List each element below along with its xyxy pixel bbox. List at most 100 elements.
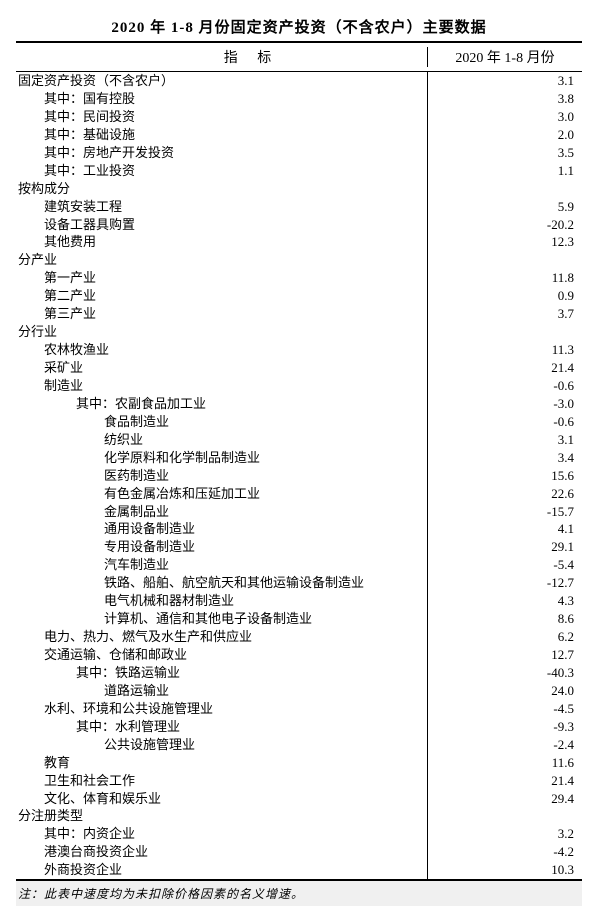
table-row: 其他费用12.3: [16, 233, 582, 251]
row-label: 第二产业: [16, 287, 427, 305]
footnote: 注：此表中速度均为未扣除价格因素的名义增速。: [16, 881, 582, 906]
table-row: 有色金属冶炼和压延加工业22.6: [16, 485, 582, 503]
table-row: 卫生和社会工作21.4: [16, 772, 582, 790]
row-label: 制造业: [16, 377, 427, 395]
row-value: 10.3: [427, 861, 582, 879]
table-row: 第三产业3.7: [16, 305, 582, 323]
row-label: 其中：基础设施: [16, 126, 427, 144]
row-value: 12.3: [427, 233, 582, 251]
table-row: 电气机械和器材制造业4.3: [16, 592, 582, 610]
row-label: 其中：国有控股: [16, 90, 427, 108]
table-row: 专用设备制造业29.1: [16, 538, 582, 556]
table-row: 道路运输业24.0: [16, 682, 582, 700]
table-row: 其中：铁路运输业-40.3: [16, 664, 582, 682]
table-row: 港澳台商投资企业-4.2: [16, 843, 582, 861]
table-row: 金属制品业-15.7: [16, 503, 582, 521]
table-row: 固定资产投资（不含农户）3.1: [16, 72, 582, 90]
table-row: 制造业-0.6: [16, 377, 582, 395]
row-label: 按构成分: [16, 180, 427, 198]
row-label: 纺织业: [16, 431, 427, 449]
row-value: 29.4: [427, 790, 582, 808]
row-value: [427, 807, 582, 825]
table-row: 其中：民间投资3.0: [16, 108, 582, 126]
row-label: 分产业: [16, 251, 427, 269]
row-value: 22.6: [427, 485, 582, 503]
row-value: -4.2: [427, 843, 582, 861]
row-value: 8.6: [427, 610, 582, 628]
row-value: 3.2: [427, 825, 582, 843]
table-row: 其中：内资企业3.2: [16, 825, 582, 843]
row-value: [427, 180, 582, 198]
row-label: 计算机、通信和其他电子设备制造业: [16, 610, 427, 628]
row-value: 3.4: [427, 449, 582, 467]
row-value: 11.3: [427, 341, 582, 359]
table-row: 第二产业0.9: [16, 287, 582, 305]
table-row: 采矿业21.4: [16, 359, 582, 377]
row-value: -5.4: [427, 556, 582, 574]
row-value: -0.6: [427, 413, 582, 431]
row-value: -9.3: [427, 718, 582, 736]
header-value: 2020 年 1-8 月份: [427, 47, 582, 67]
row-value: -2.4: [427, 736, 582, 754]
table-row: 计算机、通信和其他电子设备制造业8.6: [16, 610, 582, 628]
row-value: 11.8: [427, 269, 582, 287]
row-value: -15.7: [427, 503, 582, 521]
row-value: 29.1: [427, 538, 582, 556]
table-row: 按构成分: [16, 180, 582, 198]
row-value: 21.4: [427, 772, 582, 790]
row-label: 采矿业: [16, 359, 427, 377]
table-row: 农林牧渔业11.3: [16, 341, 582, 359]
row-label: 汽车制造业: [16, 556, 427, 574]
table-row: 第一产业11.8: [16, 269, 582, 287]
header-label: 指 标: [16, 47, 427, 67]
table-row: 外商投资企业10.3: [16, 861, 582, 879]
row-label: 交通运输、仓储和邮政业: [16, 646, 427, 664]
row-value: 12.7: [427, 646, 582, 664]
row-label: 其中：民间投资: [16, 108, 427, 126]
table-row: 汽车制造业-5.4: [16, 556, 582, 574]
table-row: 其中：房地产开发投资3.5: [16, 144, 582, 162]
page-title: 2020 年 1-8 月份固定资产投资（不含农户）主要数据: [16, 10, 582, 41]
row-value: -20.2: [427, 216, 582, 234]
table-row: 纺织业3.1: [16, 431, 582, 449]
table-row: 文化、体育和娱乐业29.4: [16, 790, 582, 808]
row-label: 专用设备制造业: [16, 538, 427, 556]
row-value: 4.1: [427, 520, 582, 538]
row-value: 6.2: [427, 628, 582, 646]
data-table: 指 标 2020 年 1-8 月份 固定资产投资（不含农户）3.1其中：国有控股…: [16, 41, 582, 881]
row-value: 21.4: [427, 359, 582, 377]
table-row: 水利、环境和公共设施管理业-4.5: [16, 700, 582, 718]
row-label: 其中：水利管理业: [16, 718, 427, 736]
row-value: 3.0: [427, 108, 582, 126]
row-label: 有色金属冶炼和压延加工业: [16, 485, 427, 503]
row-label: 港澳台商投资企业: [16, 843, 427, 861]
row-label: 教育: [16, 754, 427, 772]
row-value: [427, 323, 582, 341]
table-row: 医药制造业15.6: [16, 467, 582, 485]
table-row: 铁路、船舶、航空航天和其他运输设备制造业-12.7: [16, 574, 582, 592]
row-value: 3.5: [427, 144, 582, 162]
table-row: 其中：国有控股3.8: [16, 90, 582, 108]
row-label: 道路运输业: [16, 682, 427, 700]
row-label: 其他费用: [16, 233, 427, 251]
row-label: 分注册类型: [16, 807, 427, 825]
table-row: 设备工器具购置-20.2: [16, 216, 582, 234]
row-value: -4.5: [427, 700, 582, 718]
table-row: 分注册类型: [16, 807, 582, 825]
row-value: 3.7: [427, 305, 582, 323]
table-row: 其中：水利管理业-9.3: [16, 718, 582, 736]
table-row: 食品制造业-0.6: [16, 413, 582, 431]
row-label: 外商投资企业: [16, 861, 427, 879]
row-label: 水利、环境和公共设施管理业: [16, 700, 427, 718]
row-label: 分行业: [16, 323, 427, 341]
row-label: 固定资产投资（不含农户）: [16, 72, 427, 90]
table-row: 建筑安装工程5.9: [16, 198, 582, 216]
table-row: 其中：农副食品加工业-3.0: [16, 395, 582, 413]
table-row: 通用设备制造业4.1: [16, 520, 582, 538]
row-label: 卫生和社会工作: [16, 772, 427, 790]
row-label: 建筑安装工程: [16, 198, 427, 216]
table-body: 固定资产投资（不含农户）3.1其中：国有控股3.8其中：民间投资3.0其中：基础…: [16, 72, 582, 879]
row-value: 5.9: [427, 198, 582, 216]
table-row: 电力、热力、燃气及水生产和供应业6.2: [16, 628, 582, 646]
row-label: 其中：农副食品加工业: [16, 395, 427, 413]
